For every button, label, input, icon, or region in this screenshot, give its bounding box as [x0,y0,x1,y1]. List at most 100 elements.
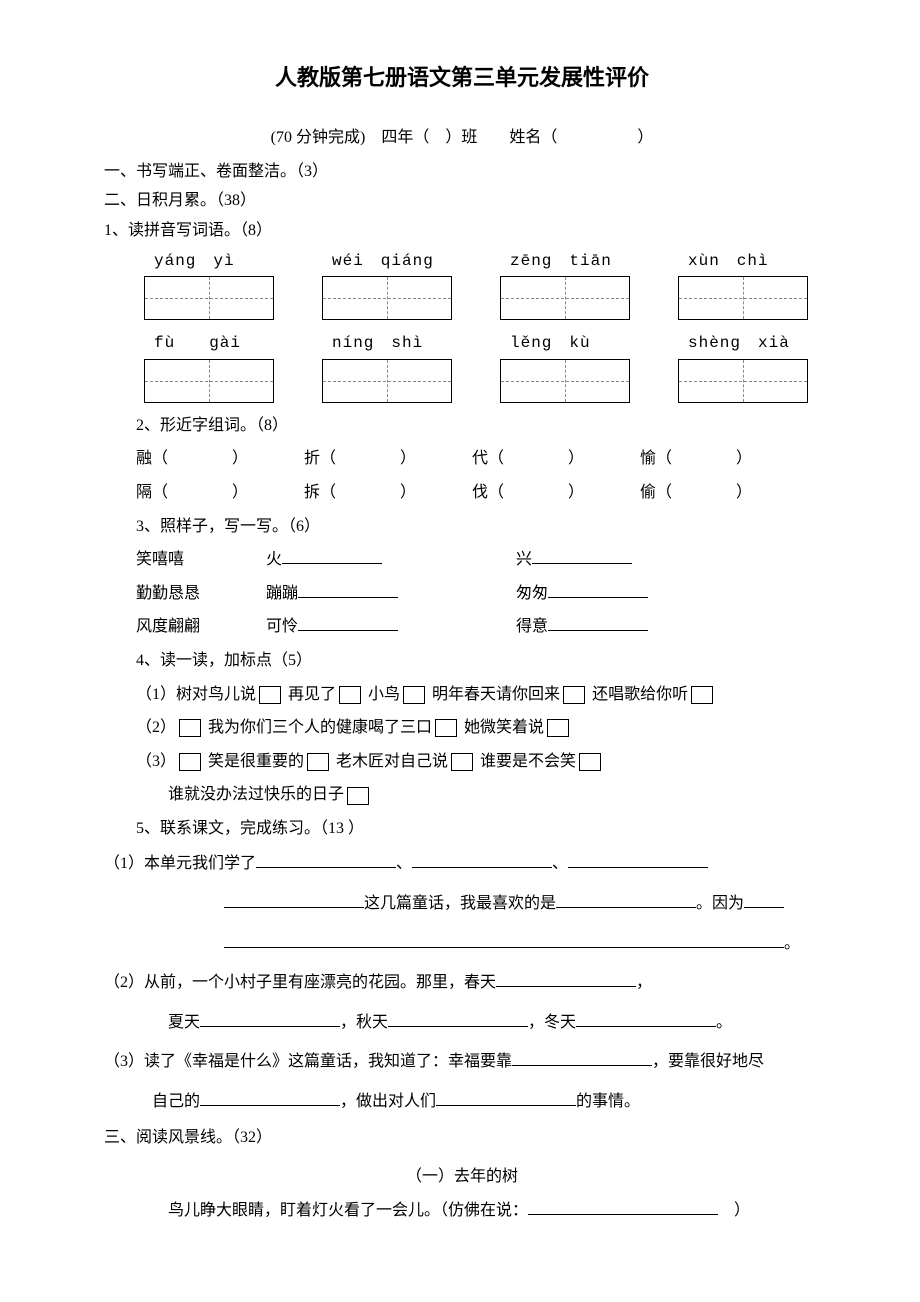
q5-item-3: （3）读了《幸福是什么》这篇童话，我知道了：幸福要靠 ，要靠很好地尽 [104,1045,820,1079]
text: 。 [784,935,800,952]
q5-item-3b: 自己的，做出对人们的事情。 [104,1085,820,1119]
punct-box[interactable] [451,753,473,771]
prefix: 匆匆 [516,585,548,602]
answer-box[interactable] [678,359,808,403]
blank[interactable] [532,548,632,564]
prefix: 得意 [516,618,548,635]
punct-box[interactable] [691,686,713,704]
answer-box[interactable] [144,276,274,320]
blank[interactable] [298,615,398,631]
blank[interactable] [224,892,364,908]
q5-item-1: （1）本单元我们学了、、 [104,847,820,881]
q5-item-1c: 。 [104,927,820,961]
reading-line-1: 鸟儿睁大眼睛，盯着灯火看了一会儿。（仿佛在说： ） [104,1198,820,1224]
q2-row-1: 融（ ） 折（ ） 代（ ） 愉（ ） [104,446,820,472]
text: 再见了 [288,686,336,703]
text: 这几篇童话，我最喜欢的是 [364,895,556,912]
answer-box[interactable] [678,276,808,320]
text: ，冬天 [528,1014,576,1031]
section-3: 三、阅读风景线。（32） [104,1125,820,1151]
blank[interactable] [556,892,696,908]
q2-row-2: 隔（ ） 拆（ ） 伐（ ） 偷（ ） [104,480,820,506]
answer-box[interactable] [500,359,630,403]
text: （3） [136,753,176,770]
q3-label: 3、照样子，写一写。（6） [104,514,820,540]
text: 夏天 [168,1014,200,1031]
answer-box[interactable] [322,276,452,320]
text: 鸟儿睁大眼睛，盯着灯火看了一会儿。（仿佛在说： [168,1202,528,1219]
paren-close: ） [568,484,584,501]
q4-item-3a: （3） 笑是很重要的 老木匠对自己说 谁要是不会笑 [104,749,820,775]
blank[interactable] [512,1050,652,1066]
q4-item-3b: 谁就没办法过快乐的日子 [104,782,820,808]
prefix: 火 [266,551,282,568]
punct-box[interactable] [259,686,281,704]
punct-box[interactable] [563,686,585,704]
q3-row-1: 笑嘻嘻 火 兴 [104,547,820,573]
punct-box[interactable] [179,719,201,737]
answer-box[interactable] [500,276,630,320]
text: 还唱歌给你听 [592,686,688,703]
text: 谁要是不会笑 [480,753,576,770]
sep: 、 [396,855,412,872]
q3-row-2: 勤勤恳恳 蹦蹦 匆匆 [104,581,820,607]
q4-item-2: （2） 我为你们三个人的健康喝了三口 她微笑着说 [104,715,820,741]
q2-label: 2、形近字组词。（8） [104,413,820,439]
punct-box[interactable] [547,719,569,737]
blank[interactable] [388,1011,528,1027]
pinyin: níng shì [332,334,423,352]
q5-item-1b: 这几篇童话，我最喜欢的是。因为 [104,887,820,921]
q5-item-2: （2）从前，一个小村子里有座漂亮的花园。那里，春天， [104,966,820,1000]
blank[interactable] [282,548,382,564]
answer-box[interactable] [322,359,452,403]
prefix: 可怜 [266,618,298,635]
punct-box[interactable] [435,719,457,737]
blank[interactable] [496,971,636,987]
pinyin: wéi qiáng [332,252,434,270]
blank[interactable] [528,1199,718,1215]
pinyin-row-2: fù gài níng shì lěng kù shèng xià [104,330,820,357]
punct-box[interactable] [307,753,329,771]
text: （1）树对鸟儿说 [136,686,256,703]
blank[interactable] [200,1011,340,1027]
section-2: 二、日积月累。（38） [104,188,820,214]
blank[interactable] [298,582,398,598]
blank[interactable] [576,1011,716,1027]
blank[interactable] [436,1090,576,1106]
punct-box[interactable] [579,753,601,771]
blank[interactable] [256,852,396,868]
blank[interactable] [744,892,784,908]
paren-close: ） [736,484,752,501]
blank[interactable] [548,615,648,631]
q5-item-2b: 夏天，秋天，冬天。 [104,1006,820,1040]
q4-label: 4、读一读，加标点（5） [104,648,820,674]
blank[interactable] [568,852,708,868]
text: 她微笑着说 [464,719,544,736]
answer-box[interactable] [144,359,274,403]
char: 偷（ [640,484,672,501]
pinyin: xùn chì [688,252,769,270]
q5-label: 5、联系课文，完成练习。（13 ） [104,816,820,842]
pinyin: fù gài [154,334,241,352]
page-title: 人教版第七册语文第三单元发展性评价 [104,60,820,95]
punct-box[interactable] [339,686,361,704]
pinyin: zēng tiān [510,252,612,270]
text: 笑是很重要的 [208,753,304,770]
text: 的事情。 [576,1093,640,1110]
blank[interactable] [224,932,784,948]
section-1: 一、书写端正、卷面整洁。（3） [104,159,820,185]
text: （3）读了《幸福是什么》这篇童话，我知道了：幸福要靠 [104,1053,512,1070]
blank[interactable] [412,852,552,868]
text: ，要靠很好地尽 [652,1053,764,1070]
text: 。 [716,1014,732,1031]
punct-box[interactable] [179,753,201,771]
paren-close: ） [232,450,248,467]
punct-box[interactable] [347,787,369,805]
example: 风度翩翩 [136,614,266,640]
text: ， [636,974,652,991]
text: 老木匠对自己说 [336,753,448,770]
punct-box[interactable] [403,686,425,704]
pinyin: lěng kù [510,334,591,352]
blank[interactable] [200,1090,340,1106]
blank[interactable] [548,582,648,598]
